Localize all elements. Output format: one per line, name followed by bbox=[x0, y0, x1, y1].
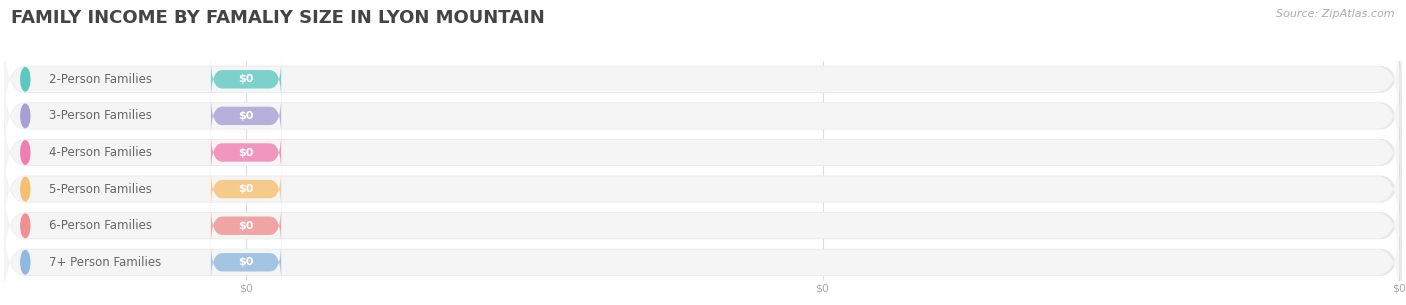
Circle shape bbox=[21, 104, 30, 127]
Circle shape bbox=[21, 251, 30, 274]
FancyBboxPatch shape bbox=[211, 169, 281, 209]
Circle shape bbox=[21, 141, 30, 164]
FancyBboxPatch shape bbox=[4, 220, 1399, 304]
Text: FAMILY INCOME BY FAMALIY SIZE IN LYON MOUNTAIN: FAMILY INCOME BY FAMALIY SIZE IN LYON MO… bbox=[11, 9, 546, 27]
FancyBboxPatch shape bbox=[211, 206, 281, 246]
FancyBboxPatch shape bbox=[4, 148, 1402, 231]
FancyBboxPatch shape bbox=[211, 242, 281, 282]
Text: 5-Person Families: 5-Person Families bbox=[49, 183, 152, 196]
Text: 2-Person Families: 2-Person Families bbox=[49, 73, 152, 86]
Text: 7+ Person Families: 7+ Person Families bbox=[49, 256, 162, 269]
Text: Source: ZipAtlas.com: Source: ZipAtlas.com bbox=[1277, 9, 1395, 19]
FancyBboxPatch shape bbox=[4, 38, 1402, 121]
FancyBboxPatch shape bbox=[4, 221, 1402, 304]
FancyBboxPatch shape bbox=[4, 184, 1402, 267]
Circle shape bbox=[21, 214, 30, 237]
FancyBboxPatch shape bbox=[211, 96, 281, 136]
Circle shape bbox=[21, 68, 30, 91]
Text: $0: $0 bbox=[239, 148, 253, 157]
Text: 3-Person Families: 3-Person Families bbox=[49, 109, 152, 122]
FancyBboxPatch shape bbox=[4, 184, 1399, 268]
FancyBboxPatch shape bbox=[4, 37, 1399, 121]
Text: $0: $0 bbox=[239, 184, 253, 194]
Text: $0: $0 bbox=[239, 74, 253, 84]
FancyBboxPatch shape bbox=[4, 74, 1399, 158]
FancyBboxPatch shape bbox=[4, 147, 1399, 231]
Text: $0: $0 bbox=[239, 111, 253, 121]
FancyBboxPatch shape bbox=[211, 132, 281, 173]
Text: 4-Person Families: 4-Person Families bbox=[49, 146, 152, 159]
Circle shape bbox=[21, 178, 30, 201]
FancyBboxPatch shape bbox=[4, 74, 1402, 157]
Text: $0: $0 bbox=[239, 257, 253, 267]
FancyBboxPatch shape bbox=[4, 111, 1402, 194]
Text: 6-Person Families: 6-Person Families bbox=[49, 219, 152, 232]
FancyBboxPatch shape bbox=[4, 110, 1399, 195]
Text: $0: $0 bbox=[239, 221, 253, 231]
FancyBboxPatch shape bbox=[211, 59, 281, 99]
